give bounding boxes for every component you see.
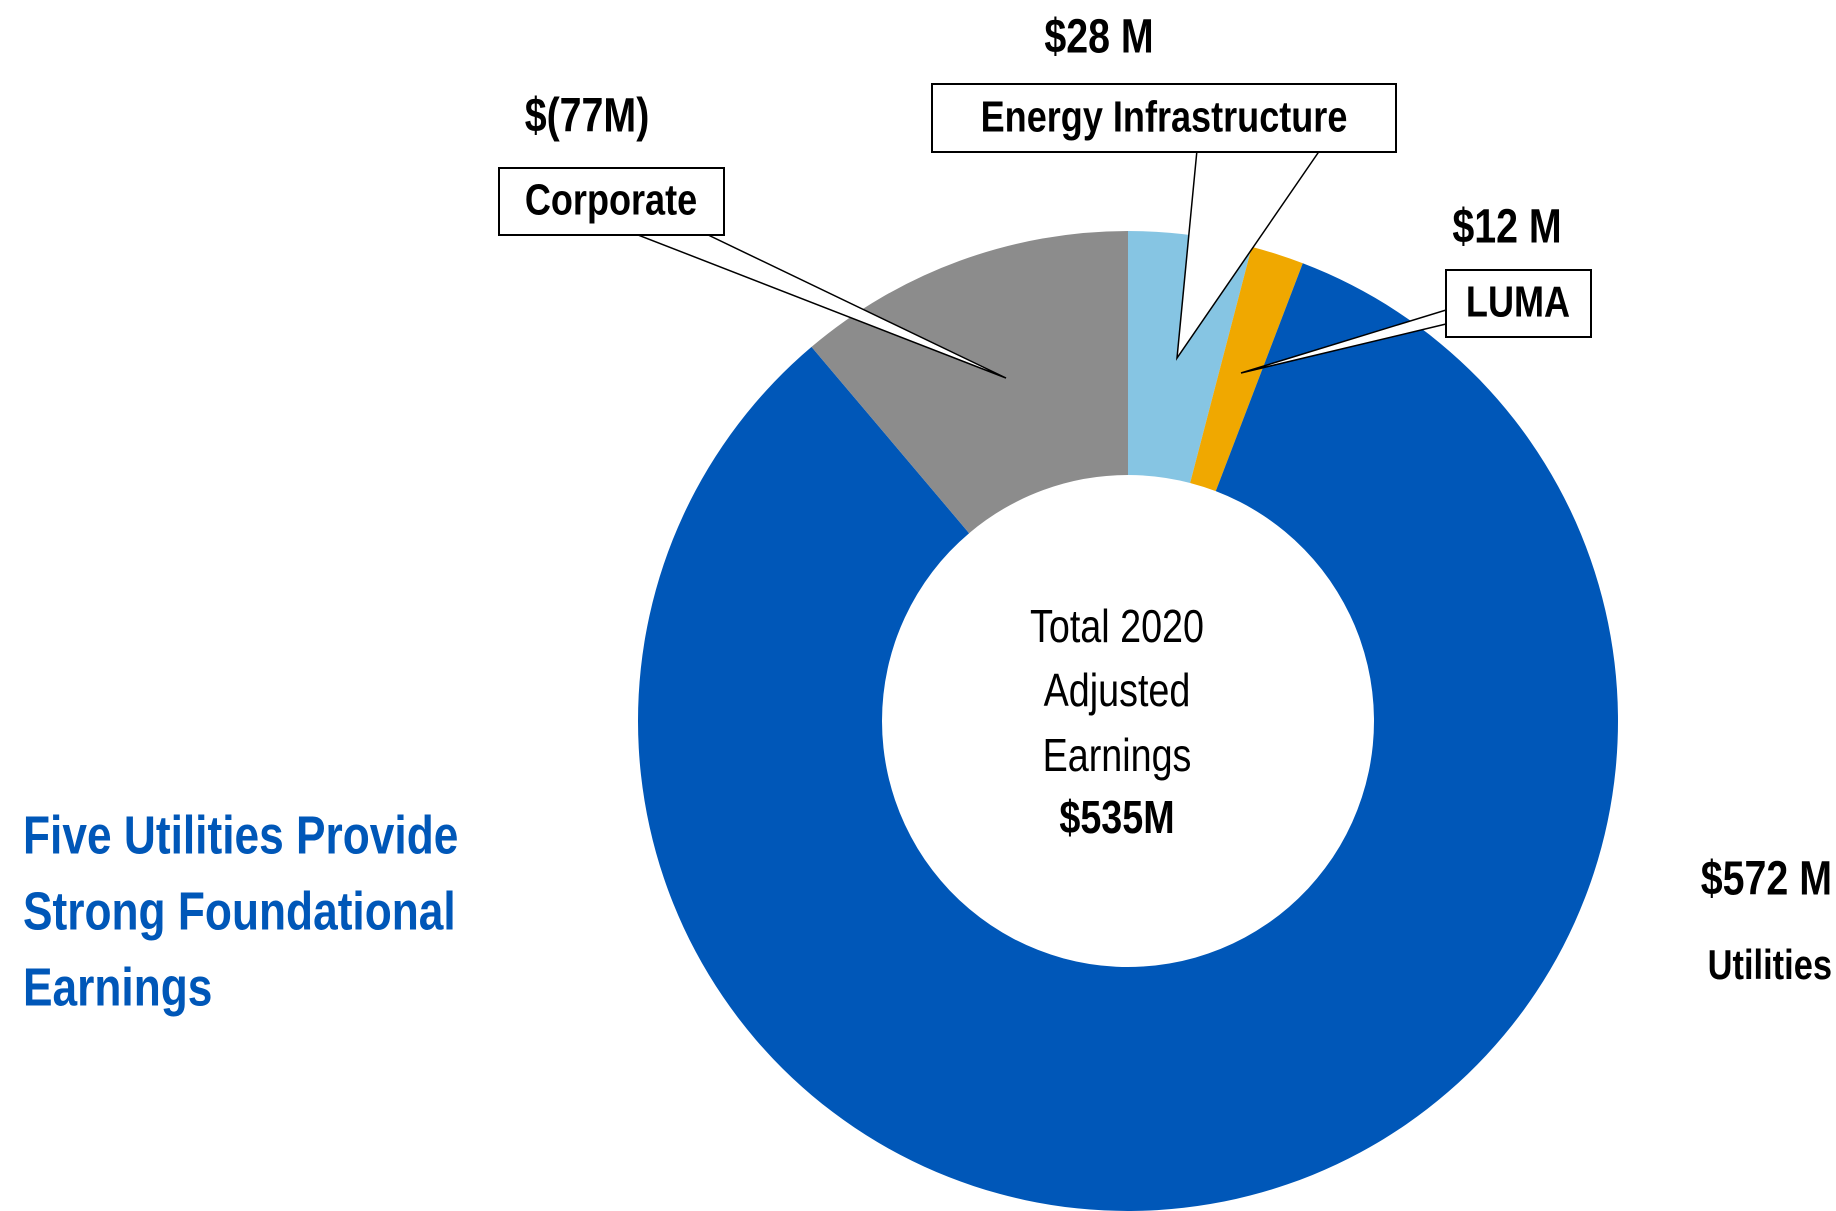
side-text: Strong Foundational	[23, 881, 456, 941]
value-label: $12 M	[1452, 200, 1561, 254]
center-text: Adjusted	[1044, 665, 1191, 716]
center-text: $535M	[1059, 792, 1174, 843]
slices	[638, 231, 1618, 1211]
value-label: $572 M	[1701, 852, 1832, 906]
side-text: Earnings	[23, 957, 212, 1017]
category-label: Utilities	[1708, 942, 1832, 989]
side-text: Five Utilities Provide	[23, 805, 458, 865]
callouts	[498, 83, 1592, 379]
donut-slice	[1190, 246, 1303, 492]
label-box	[1445, 269, 1592, 338]
center-text: Earnings	[1043, 730, 1192, 781]
value-label: $(77M)	[525, 89, 650, 143]
category-label: Corporate	[525, 175, 697, 224]
category-label: Energy Infrastructure	[981, 92, 1348, 141]
center-text: Total 2020	[1030, 601, 1204, 652]
label-box	[931, 83, 1397, 153]
label-box	[498, 167, 725, 236]
value-label: $28 M	[1044, 10, 1153, 64]
donut-slice	[638, 263, 1618, 1211]
category-label: LUMA	[1466, 277, 1570, 326]
donut-slice	[811, 231, 1128, 534]
texts: $28 M Energy Infrastructure $12 M LUMA $572 …	[23, 10, 1832, 1017]
